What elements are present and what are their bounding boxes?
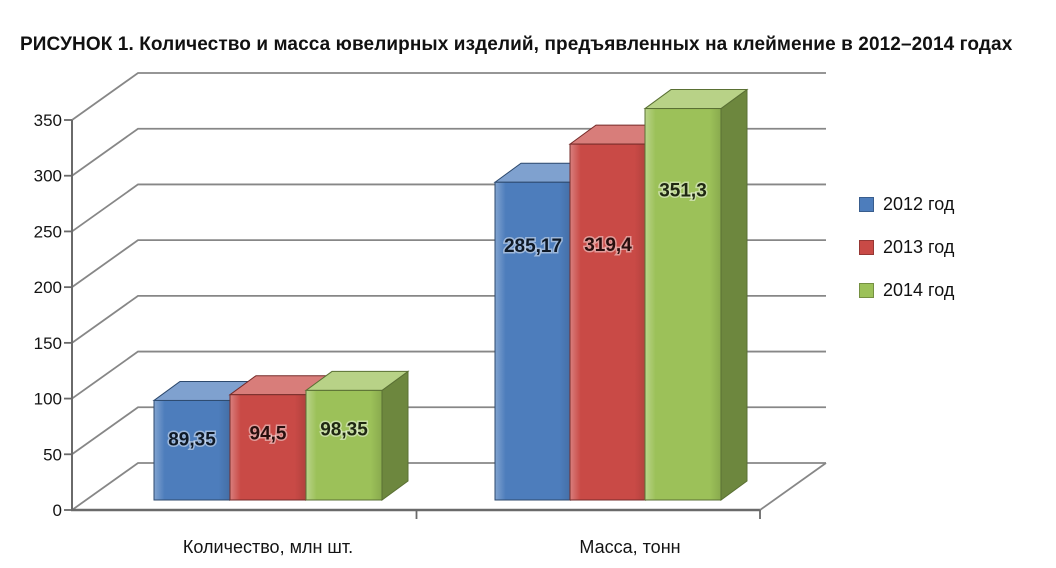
y-tick-label: 300 (34, 167, 62, 186)
y-tick-label: 100 (34, 390, 62, 409)
bar-value-label: 94,5 (250, 424, 287, 445)
bar-s2-c1 (643, 88, 749, 501)
bar-front-face (494, 181, 572, 501)
bar-value-label: 285,17 (504, 236, 562, 257)
legend-swatch-2014 (859, 282, 874, 298)
y-tick-label: 350 (34, 111, 62, 130)
bar-s2-c0 (304, 370, 410, 501)
legend-swatch-2012 (859, 196, 874, 212)
legend-label-2012: 2012 год (883, 193, 955, 214)
legend-item-2014: 2014 год (859, 279, 955, 300)
bar-front-face (153, 399, 231, 501)
y-gridline-350 (71, 72, 826, 121)
floor-right-edge (759, 462, 827, 511)
y-tick-label: 0 (53, 501, 62, 520)
bar-value-label: 89,35 (168, 429, 216, 450)
bar-side-face (381, 370, 409, 501)
chart-legend: 2012 год 2013 год 2014 год (859, 193, 955, 324)
bar-value-label: 319,4 (584, 235, 632, 256)
legend-swatch-2013 (859, 239, 874, 255)
category-label: Масса, тонн (579, 537, 680, 557)
bar-front-face (229, 394, 307, 501)
y-tick-label: 250 (34, 222, 62, 241)
legend-item-2012: 2012 год (859, 193, 955, 214)
figure-title: РИСУНОК 1. Количество и масса ювелирных … (20, 34, 1013, 55)
category-label: Количество, млн шт. (183, 537, 353, 557)
y-tick-label: 150 (34, 334, 62, 353)
legend-label-2013: 2013 год (883, 236, 955, 257)
bar-value-label: 98,35 (320, 419, 368, 440)
y-tick-label: 200 (34, 278, 62, 297)
legend-label-2014: 2014 год (883, 279, 955, 300)
legend-item-2013: 2013 год (859, 236, 955, 257)
bar-front-face (644, 108, 722, 501)
bar-front-face (569, 143, 647, 501)
bar-front-face (305, 389, 383, 501)
bar-side-face (720, 88, 748, 501)
bar-value-label: 351,3 (659, 181, 707, 202)
y-tick-label: 50 (43, 445, 62, 464)
